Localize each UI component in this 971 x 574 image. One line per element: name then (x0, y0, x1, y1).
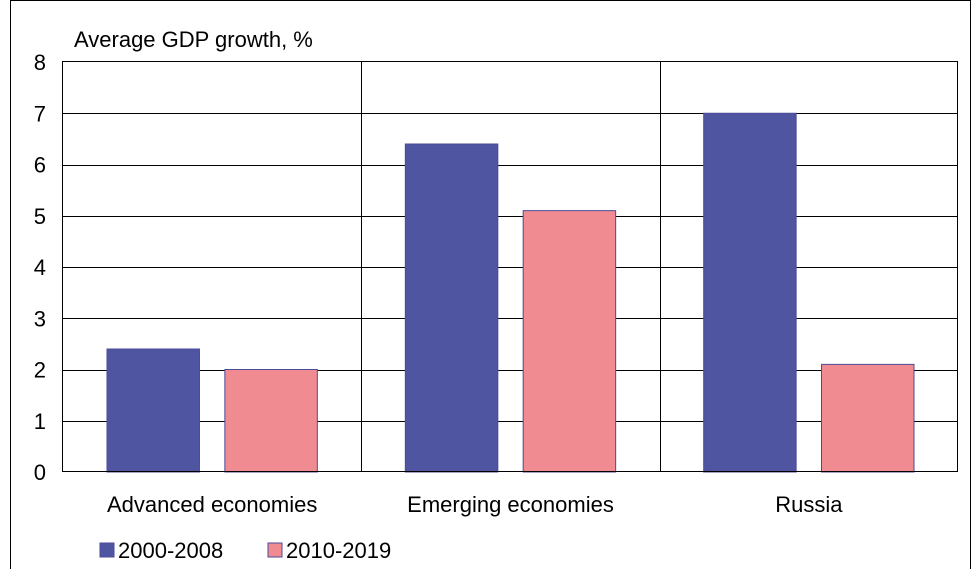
bar-2010-2019-advanced-economies (224, 369, 318, 473)
bar-2000-2008-emerging-economies (404, 143, 499, 473)
y-tick-label: 2 (34, 358, 46, 383)
bar-2000-2008-advanced-economies (106, 348, 200, 473)
legend-swatch (267, 542, 283, 558)
x-tick-label: Advanced economies (107, 492, 317, 517)
bar-2010-2019-emerging-economies (522, 210, 617, 473)
legend: 2000-2008 2010-2019 (99, 538, 391, 563)
y-tick-label: 4 (34, 255, 46, 280)
chart-title: Average GDP growth, % (74, 27, 313, 52)
bars (106, 112, 915, 473)
y-tick-label: 8 (34, 50, 46, 75)
y-tick-label: 7 (34, 101, 46, 126)
x-tick-label: Russia (775, 492, 843, 517)
y-tick-label: 0 (34, 460, 46, 485)
x-tick-label: Emerging economies (407, 492, 614, 517)
gridlines (63, 62, 958, 472)
x-tick-labels: Advanced economies Emerging economies Russ… (107, 492, 843, 517)
y-tick-labels: 0 1 2 3 4 5 6 7 8 (34, 50, 46, 485)
y-tick-label: 6 (34, 153, 46, 178)
legend-label: 2000-2008 (118, 538, 223, 563)
plot-area-frame (62, 61, 958, 472)
bar-2000-2008-russia (703, 112, 797, 473)
legend-swatch (99, 542, 115, 558)
y-tick-label: 1 (34, 409, 46, 434)
bar-2010-2019-russia (821, 363, 915, 473)
legend-label: 2010-2019 (286, 538, 391, 563)
y-tick-label: 5 (34, 204, 46, 229)
y-tick-label: 3 (34, 306, 46, 331)
